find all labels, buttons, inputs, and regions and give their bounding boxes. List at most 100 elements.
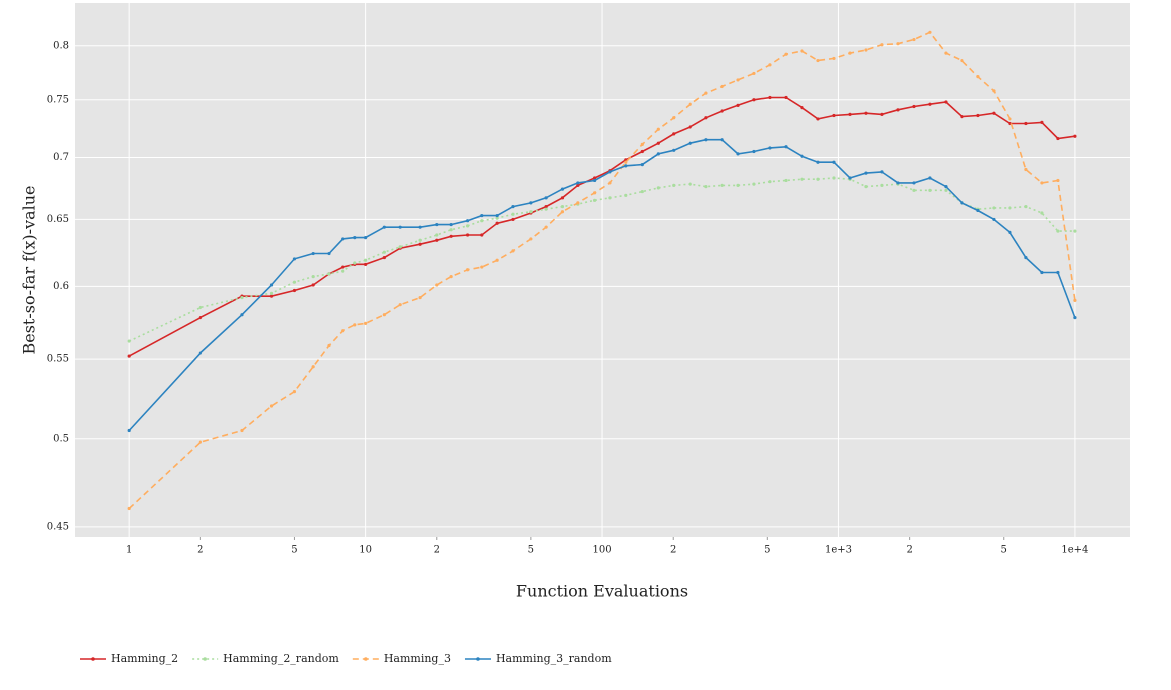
data-point xyxy=(327,343,331,348)
legend-label: Hamming_2_random xyxy=(223,652,339,665)
data-point xyxy=(240,313,244,317)
data-point xyxy=(864,185,868,189)
data-point xyxy=(1024,205,1028,209)
data-point xyxy=(816,58,820,63)
data-point xyxy=(656,127,660,131)
data-point xyxy=(466,233,470,237)
data-point xyxy=(544,196,548,200)
data-point xyxy=(435,238,439,242)
legend-marker xyxy=(476,657,480,661)
y-tick-label: 0.7 xyxy=(53,152,69,163)
data-point xyxy=(624,160,628,164)
data-point xyxy=(768,180,772,184)
data-point xyxy=(449,234,453,238)
legend-marker xyxy=(91,657,95,661)
data-point xyxy=(382,313,386,317)
data-point xyxy=(800,154,804,158)
data-point xyxy=(495,213,499,218)
data-point xyxy=(704,116,708,120)
data-point xyxy=(656,186,660,190)
data-point xyxy=(704,185,708,189)
data-point xyxy=(435,283,439,287)
data-point xyxy=(449,222,453,227)
data-point xyxy=(1024,121,1028,126)
data-point xyxy=(198,351,202,355)
data-point xyxy=(608,181,612,185)
data-point xyxy=(832,56,836,61)
x-tick-label: 1e+4 xyxy=(1061,545,1088,556)
series-line xyxy=(128,138,1076,432)
data-point xyxy=(576,183,580,187)
data-point xyxy=(880,170,884,174)
data-point xyxy=(341,237,345,241)
legend-item: Hamming_2 xyxy=(80,652,178,665)
data-point xyxy=(529,237,533,241)
data-point xyxy=(1056,136,1060,141)
data-point xyxy=(341,269,345,273)
data-point xyxy=(864,48,868,52)
data-point xyxy=(495,221,499,225)
data-point xyxy=(816,177,820,181)
legend-item: Hamming_3 xyxy=(352,652,451,665)
data-point xyxy=(576,181,580,185)
x-tick-label: 2 xyxy=(434,545,440,556)
data-point xyxy=(529,201,533,205)
data-point xyxy=(1073,229,1077,233)
data-point xyxy=(784,95,788,100)
data-point xyxy=(1008,121,1012,126)
data-point xyxy=(640,189,644,194)
data-point xyxy=(912,181,916,185)
data-point xyxy=(292,280,297,284)
data-point xyxy=(1040,270,1044,275)
legend-marker xyxy=(203,657,207,661)
legend-item: Hamming_3_random xyxy=(464,652,612,665)
data-point xyxy=(752,98,756,102)
data-point xyxy=(1040,120,1044,124)
data-point xyxy=(382,250,386,254)
data-point xyxy=(327,251,331,256)
series-line xyxy=(128,177,1075,342)
data-point xyxy=(1073,298,1077,302)
data-point xyxy=(704,138,708,142)
data-point xyxy=(832,176,836,180)
data-point xyxy=(768,95,772,100)
data-point xyxy=(311,365,315,369)
data-point xyxy=(449,275,453,279)
data-point xyxy=(736,78,740,82)
data-point xyxy=(480,233,484,237)
data-point xyxy=(198,305,202,310)
data-point xyxy=(398,245,402,249)
data-point xyxy=(656,152,660,156)
data-point xyxy=(544,225,548,229)
data-point xyxy=(341,329,345,333)
data-point xyxy=(880,183,884,187)
data-point xyxy=(364,321,368,325)
data-point xyxy=(640,142,644,147)
data-point xyxy=(976,208,980,213)
data-point xyxy=(240,295,244,300)
data-point xyxy=(269,404,274,408)
data-point xyxy=(912,37,916,42)
data-point xyxy=(511,205,515,209)
data-point xyxy=(495,216,499,220)
data-point xyxy=(912,188,916,192)
data-point xyxy=(311,275,315,279)
data-point xyxy=(896,42,900,46)
x-tick-label: 2 xyxy=(670,545,676,556)
data-point xyxy=(832,113,836,118)
data-point xyxy=(720,138,724,142)
data-point xyxy=(672,116,676,120)
data-point xyxy=(466,219,470,223)
data-point xyxy=(736,152,740,156)
data-point xyxy=(560,210,565,214)
data-point xyxy=(736,103,740,107)
data-point xyxy=(896,181,900,185)
x-tick-label: 100 xyxy=(592,545,611,556)
data-point xyxy=(960,58,964,63)
data-point xyxy=(928,176,932,180)
data-point xyxy=(1008,206,1012,210)
data-point xyxy=(880,112,884,116)
data-point xyxy=(327,272,331,276)
data-point xyxy=(784,178,788,183)
